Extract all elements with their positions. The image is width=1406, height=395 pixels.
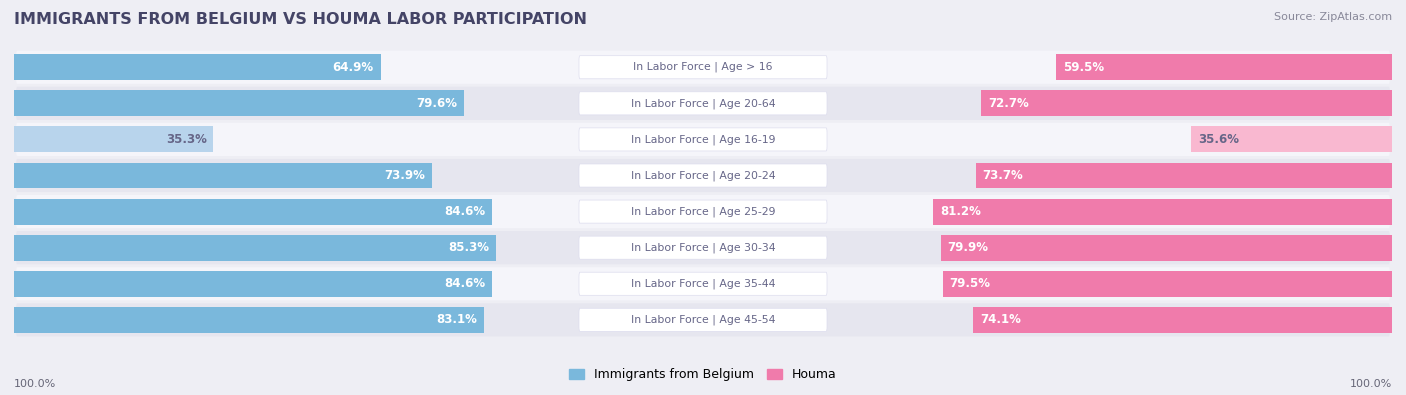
Text: 72.7%: 72.7% (988, 97, 1029, 110)
Text: Source: ZipAtlas.com: Source: ZipAtlas.com (1274, 12, 1392, 22)
FancyBboxPatch shape (15, 159, 1391, 192)
Text: In Labor Force | Age 16-19: In Labor Force | Age 16-19 (631, 134, 775, 145)
FancyBboxPatch shape (579, 56, 827, 79)
Text: 79.6%: 79.6% (416, 97, 457, 110)
Bar (973, 307, 1392, 333)
FancyBboxPatch shape (579, 164, 827, 187)
Text: 85.3%: 85.3% (449, 241, 489, 254)
Text: 64.9%: 64.9% (333, 61, 374, 74)
Text: 100.0%: 100.0% (1350, 379, 1392, 389)
Text: In Labor Force | Age 20-24: In Labor Force | Age 20-24 (631, 170, 775, 181)
Text: 79.9%: 79.9% (948, 241, 988, 254)
Bar (14, 271, 492, 297)
FancyBboxPatch shape (15, 51, 1391, 84)
Bar (14, 126, 214, 152)
Text: In Labor Force | Age 45-54: In Labor Force | Age 45-54 (631, 314, 775, 325)
Bar (1056, 54, 1392, 80)
Text: 74.1%: 74.1% (980, 313, 1021, 326)
Bar (14, 307, 484, 333)
Text: 73.7%: 73.7% (983, 169, 1024, 182)
FancyBboxPatch shape (15, 87, 1391, 120)
Bar (981, 90, 1392, 116)
Text: 81.2%: 81.2% (941, 205, 981, 218)
FancyBboxPatch shape (579, 308, 827, 331)
Bar (1191, 126, 1392, 152)
Bar (943, 271, 1392, 297)
Text: IMMIGRANTS FROM BELGIUM VS HOUMA LABOR PARTICIPATION: IMMIGRANTS FROM BELGIUM VS HOUMA LABOR P… (14, 12, 588, 27)
Text: 83.1%: 83.1% (436, 313, 477, 326)
FancyBboxPatch shape (15, 123, 1391, 156)
FancyBboxPatch shape (15, 267, 1391, 300)
Bar (14, 162, 432, 188)
FancyBboxPatch shape (15, 303, 1391, 337)
Bar (934, 199, 1392, 225)
Bar (14, 54, 381, 80)
Bar (14, 235, 496, 261)
FancyBboxPatch shape (579, 236, 827, 259)
Bar (941, 235, 1392, 261)
FancyBboxPatch shape (579, 200, 827, 223)
Text: In Labor Force | Age 20-64: In Labor Force | Age 20-64 (631, 98, 775, 109)
FancyBboxPatch shape (579, 272, 827, 295)
Bar (14, 90, 464, 116)
FancyBboxPatch shape (15, 231, 1391, 264)
Text: In Labor Force | Age 35-44: In Labor Force | Age 35-44 (631, 278, 775, 289)
Text: 100.0%: 100.0% (14, 379, 56, 389)
FancyBboxPatch shape (579, 128, 827, 151)
Text: In Labor Force | Age 25-29: In Labor Force | Age 25-29 (631, 206, 775, 217)
Text: 84.6%: 84.6% (444, 277, 485, 290)
Text: 73.9%: 73.9% (384, 169, 425, 182)
Text: 84.6%: 84.6% (444, 205, 485, 218)
Text: In Labor Force | Age > 16: In Labor Force | Age > 16 (633, 62, 773, 73)
FancyBboxPatch shape (15, 195, 1391, 228)
Text: 35.3%: 35.3% (166, 133, 207, 146)
Legend: Immigrants from Belgium, Houma: Immigrants from Belgium, Houma (564, 363, 842, 386)
Text: In Labor Force | Age 30-34: In Labor Force | Age 30-34 (631, 243, 775, 253)
Bar (14, 199, 492, 225)
Text: 79.5%: 79.5% (949, 277, 991, 290)
FancyBboxPatch shape (579, 92, 827, 115)
Text: 59.5%: 59.5% (1063, 61, 1104, 74)
Text: 35.6%: 35.6% (1198, 133, 1239, 146)
Bar (976, 162, 1392, 188)
